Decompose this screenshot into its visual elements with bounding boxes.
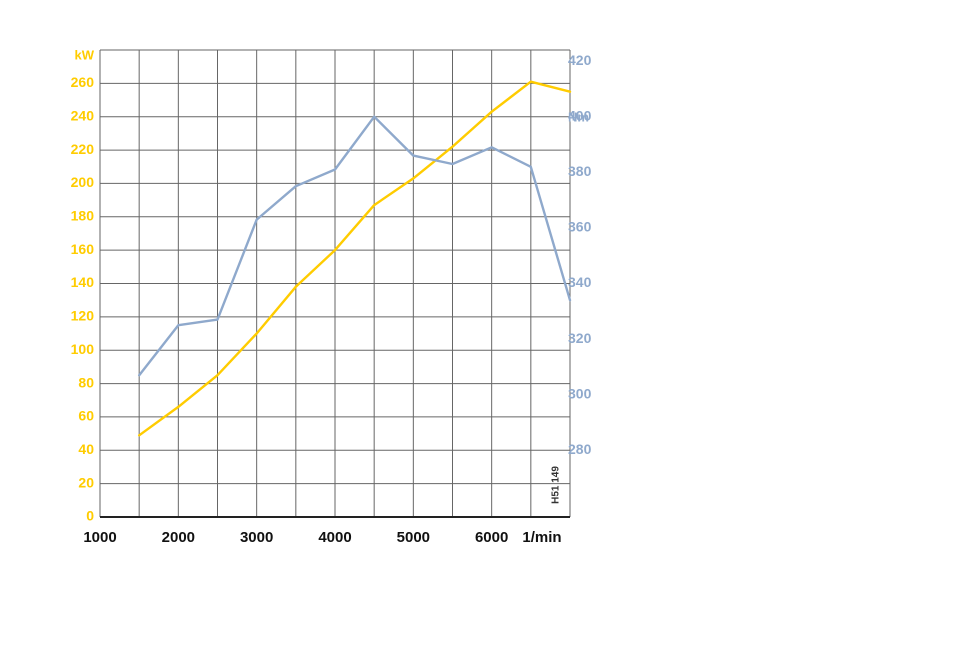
right-tick-label: 280: [568, 441, 592, 457]
power-curve: [137, 80, 572, 437]
left-tick-label: 200: [71, 174, 95, 190]
left-tick-label: 100: [71, 341, 95, 357]
right-tick-label: 420: [568, 52, 592, 68]
x-unit-label: 1/min: [522, 529, 561, 546]
right-tick-label: 300: [568, 385, 592, 401]
x-tick-label: 3000: [240, 529, 273, 546]
x-tick-label: 1000: [83, 529, 116, 546]
left-tick-label: 80: [78, 374, 94, 390]
right-axis-unit: Nm: [568, 109, 589, 124]
left-axis-unit: kW: [75, 47, 95, 62]
left-tick-label: 120: [71, 308, 95, 324]
right-tick-label: 320: [568, 330, 592, 346]
left-tick-label: 220: [71, 141, 95, 157]
x-tick-label: 6000: [475, 529, 508, 546]
left-tick-label: 60: [78, 408, 94, 424]
x-tick-label: 5000: [397, 529, 430, 546]
left-tick-label: 20: [78, 474, 94, 490]
right-tick-label: 400: [568, 107, 592, 123]
figure-code-label: H51 149: [551, 466, 562, 504]
left-tick-label: 260: [71, 74, 95, 90]
left-tick-label: 0: [86, 508, 94, 524]
right-tick-label: 340: [568, 274, 592, 290]
right-tick-label: 380: [568, 163, 592, 179]
left-tick-label: 140: [71, 274, 95, 290]
left-tick-label: 160: [71, 241, 95, 257]
x-tick-label: 4000: [318, 529, 351, 546]
torque-curve: [137, 115, 572, 377]
left-tick-label: 180: [71, 207, 95, 223]
x-tick-label: 2000: [162, 529, 195, 546]
left-tick-label: 40: [78, 441, 94, 457]
left-tick-label: 240: [71, 107, 95, 123]
right-tick-label: 360: [568, 219, 592, 235]
